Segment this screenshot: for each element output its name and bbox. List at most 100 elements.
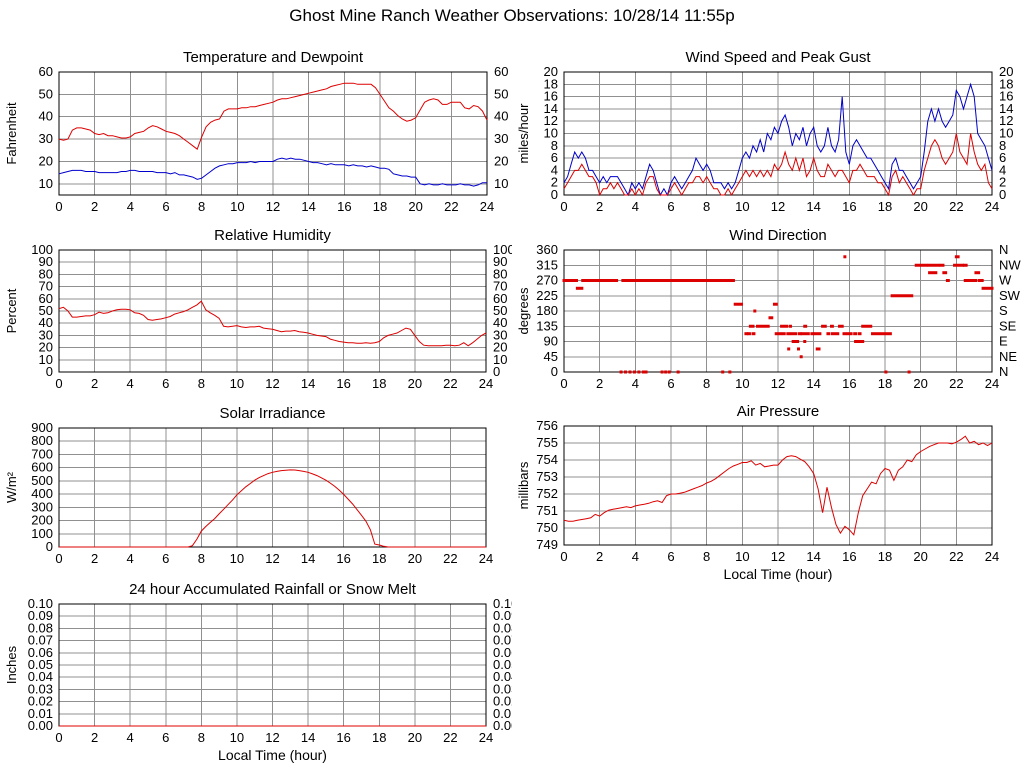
x-tick-label: 10: [230, 551, 244, 566]
y-tick-label-right: 0.06: [493, 645, 512, 660]
x-tick-label: 14: [301, 376, 315, 391]
y-tick-label: 225: [536, 288, 558, 303]
wind-direction-mark: [751, 332, 756, 336]
y-tick-label-right: 16: [999, 89, 1013, 104]
x-tick-label: 2: [91, 376, 98, 391]
y-tick-label: 0.04: [28, 669, 53, 684]
y-tick-label-right: 50: [493, 303, 507, 318]
wind-direction-mark: [575, 286, 584, 290]
x-tick-label: 12: [771, 376, 785, 391]
wind-direction-mark: [853, 332, 858, 336]
wind-direction-mark: [581, 279, 619, 282]
y-tick-label-right: 60: [493, 291, 507, 306]
wind-direction-mark: [676, 370, 680, 374]
x-tick-label: 4: [127, 551, 134, 566]
y-tick-label: 500: [31, 473, 53, 488]
x-axis-title: Local Time (hour): [218, 747, 327, 763]
y-tick-label-right: 0.09: [493, 608, 512, 623]
x-tick-label: 4: [127, 376, 134, 391]
y-tick-label-right: S: [999, 303, 1008, 318]
y-tick-label-right: 4: [999, 162, 1006, 177]
y-tick-label-right: 2: [999, 175, 1006, 190]
y-tick-label: 45: [544, 349, 558, 364]
y-tick-label: 4: [551, 162, 558, 177]
y-tick-label: 0.06: [28, 645, 53, 660]
y-tick-label-right: SE: [999, 318, 1017, 333]
y-tick-label: 20: [39, 340, 53, 355]
y-tick-label-right: 20: [493, 340, 507, 355]
x-tick-label: 18: [372, 376, 386, 391]
y-tick-label-right: 0.01: [493, 706, 512, 721]
rainfall-plot-svg: 24 hour Accumulated Rainfall or Snow Mel…: [4, 581, 518, 763]
chart-wind-direction: Wind Direction 0 2 4 6 8 10 12 14 16 18 20 22 24 0 N 45 N…: [512, 220, 1024, 400]
y-tick-label: 20: [39, 153, 53, 168]
x-tick-label: 20: [408, 730, 422, 745]
y-axis-title: Fahrenheit: [4, 102, 19, 165]
plot-border: [563, 249, 993, 373]
x-tick-label: 8: [703, 199, 710, 214]
y-tick-label: 300: [31, 499, 53, 514]
x-tick-label: 18: [372, 730, 386, 745]
wind-direction-mark: [637, 370, 641, 374]
wind-direction-mark: [803, 324, 808, 328]
wind-direction-mark: [744, 332, 749, 336]
y-tick-label: 749: [536, 537, 558, 552]
wind-direction-mark: [972, 279, 978, 282]
x-tick-label: 4: [632, 549, 639, 564]
chart-title: Wind Direction: [729, 227, 827, 244]
wind-direction-mark: [927, 263, 940, 267]
x-tick-label: 6: [667, 376, 674, 391]
wind-direction-mark: [962, 263, 968, 267]
x-tick-label: 0: [55, 551, 62, 566]
y-tick-label-right: E: [999, 334, 1008, 349]
x-tick-label: 24: [985, 549, 999, 564]
y-tick-label: 14: [544, 101, 558, 116]
wind-direction-mark: [857, 332, 862, 336]
y-tick-label-right: 60: [494, 64, 508, 79]
x-tick-label: 16: [842, 376, 856, 391]
y-tick-label: 40: [39, 315, 53, 330]
x-tick-label: 14: [806, 199, 820, 214]
wind-direction-mark: [733, 302, 743, 306]
wind-direction-mark: [626, 279, 646, 282]
y-tick-label-right: 10: [494, 176, 508, 191]
wind-direction-mark: [786, 332, 791, 336]
wind-direction-mark: [830, 324, 834, 328]
y-tick-label-right: 0.08: [493, 620, 512, 635]
y-tick-label: 400: [31, 486, 53, 501]
x-tick-label: 4: [127, 199, 134, 214]
wind-direction-mark: [619, 370, 623, 374]
x-tick-label: 12: [771, 549, 785, 564]
wind-direction-mark: [657, 279, 678, 282]
y-tick-label: 100: [31, 526, 53, 541]
x-tick-label: 22: [949, 549, 963, 564]
series-dewpoint: [58, 157, 487, 187]
x-tick-label: 12: [265, 730, 279, 745]
wind-direction-mark: [780, 324, 789, 328]
x-tick-label: 10: [735, 376, 749, 391]
y-tick-label: 0: [551, 364, 558, 379]
wind-direction-mark: [774, 332, 783, 336]
x-tick-label: 14: [806, 376, 820, 391]
chart-title: Temperature and Dewpoint: [183, 49, 364, 66]
y-axis-title: W/m²: [4, 471, 19, 503]
x-tick-label: 10: [230, 730, 244, 745]
wind-direction-mark: [768, 316, 774, 320]
y-tick-label-right: 0.03: [493, 681, 512, 696]
wind-direction-mark: [781, 332, 786, 336]
y-tick-label: 30: [39, 327, 53, 342]
y-tick-label: 0.08: [28, 620, 53, 635]
x-tick-label: 0: [55, 376, 62, 391]
y-tick-label-right: 6: [999, 150, 1006, 165]
wind-direction-mark: [843, 255, 847, 259]
x-tick-label: 24: [985, 376, 999, 391]
y-tick-label-right: 40: [493, 315, 507, 330]
y-tick-label-right: 0.05: [493, 657, 512, 672]
x-tick-label: 6: [162, 551, 169, 566]
y-tick-label: 0: [46, 364, 53, 379]
chart-title: Relative Humidity: [214, 227, 331, 244]
wind-direction-mark: [974, 271, 981, 275]
y-tick-label-right: 0.00: [493, 718, 512, 733]
